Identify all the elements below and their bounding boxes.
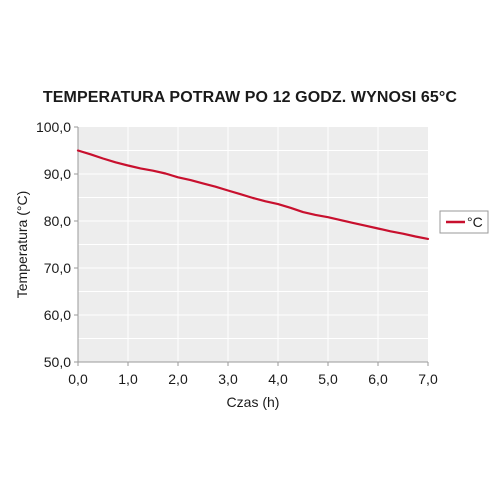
y-tick-label: 80,0 (44, 213, 71, 229)
y-tick-label: 90,0 (44, 166, 71, 182)
axes (74, 126, 429, 366)
chart-title: TEMPERATURA POTRAW PO 12 GODZ. WYNOSI 65… (42, 89, 458, 106)
y-tick-label: 60,0 (44, 307, 71, 323)
series-lines (76, 149, 430, 240)
series-line (76, 149, 430, 240)
x-tick-label: 4,0 (268, 371, 288, 387)
x-axis-title: Czas (h) (227, 394, 280, 410)
y-tick-label: 70,0 (44, 260, 71, 276)
y-tick-labels: 50,0 60,0 70,0 80,0 90,0 100,0 (36, 119, 71, 370)
y-tick-label: 100,0 (36, 119, 71, 135)
x-tick-label: 5,0 (318, 371, 338, 387)
y-tick-label: 50,0 (44, 354, 71, 370)
x-tick-label: 2,0 (168, 371, 188, 387)
legend-label: °C (467, 214, 483, 230)
x-tick-label: 3,0 (218, 371, 238, 387)
legend: °C (439, 210, 489, 234)
x-tick-label: 7,0 (418, 371, 438, 387)
x-tick-labels: 0,0 1,0 2,0 3,0 4,0 5,0 6,0 7,0 (68, 371, 438, 387)
x-tick-label: 6,0 (368, 371, 388, 387)
y-axis-title: Temperatura (°C) (14, 191, 30, 299)
x-tick-label: 1,0 (118, 371, 138, 387)
x-tick-label: 0,0 (68, 371, 88, 387)
